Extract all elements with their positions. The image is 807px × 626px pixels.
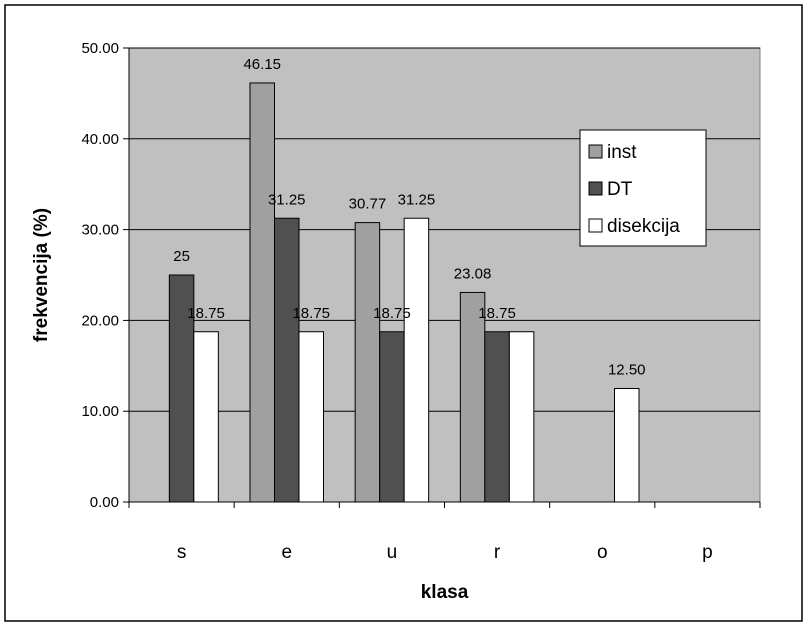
- bar-DT-e: [274, 217, 300, 503]
- bar-disekcija-u: [403, 217, 430, 503]
- bar-disekcija-o: [614, 388, 640, 503]
- legend-label-inst: inst: [607, 142, 637, 163]
- legend-swatch-DT: [588, 181, 603, 196]
- legend-label-disekcija: disekcija: [607, 216, 680, 237]
- legend-swatch-inst: [588, 144, 603, 159]
- legend-swatch-disekcija: [588, 218, 603, 233]
- x-axis-title: klasa: [421, 582, 469, 603]
- x-tick-label: s: [177, 542, 187, 563]
- data-label: 30.77: [349, 196, 387, 213]
- data-label: 31.25: [268, 191, 306, 208]
- data-labels: 46.15 30.77 23.08 25 31.25 18.75 18.75 18.75 18.…: [173, 56, 645, 379]
- y-tick-label: 20.00: [81, 312, 119, 329]
- legend: inst DT disekcija: [579, 129, 707, 247]
- y-tick-label: 50.00: [81, 40, 119, 57]
- plot-area: [128, 47, 761, 503]
- data-label: 25: [173, 248, 190, 265]
- gridlines: [129, 47, 760, 412]
- x-tick-label: p: [702, 542, 713, 563]
- y-tick-label: 40.00: [81, 131, 119, 148]
- data-label: 23.08: [454, 265, 492, 282]
- bar-inst-e: [249, 82, 275, 503]
- axes: [123, 47, 761, 508]
- data-label: 18.75: [292, 305, 330, 322]
- y-axis-title: frekvencija (%): [31, 208, 52, 342]
- bar-DT-r: [484, 331, 510, 503]
- data-label: 46.15: [243, 56, 281, 73]
- data-label: 18.75: [187, 305, 225, 322]
- data-label: 12.50: [608, 362, 646, 379]
- bar-DT-u: [379, 331, 405, 503]
- bar-group: [168, 82, 640, 503]
- bar-disekcija-r: [508, 331, 535, 503]
- x-tick-label: o: [597, 542, 608, 563]
- y-tick-label: 30.00: [81, 222, 119, 239]
- y-tick-label: 0.00: [90, 494, 119, 511]
- x-tick-label: u: [387, 542, 398, 563]
- bar-DT-s: [168, 274, 195, 503]
- y-tick-label: 10.00: [81, 403, 119, 420]
- data-label: 18.75: [373, 305, 411, 322]
- data-label: 18.75: [478, 305, 516, 322]
- bar-inst-r: [459, 291, 486, 503]
- y-tick-labels: 0.00 10.00 20.00 30.00 40.00 50.00: [81, 40, 119, 511]
- bar-disekcija-e: [298, 331, 324, 503]
- bar-disekcija-s: [193, 331, 219, 503]
- x-tick-label: r: [494, 542, 501, 563]
- data-label: 31.25: [398, 191, 436, 208]
- legend-label-DT: DT: [607, 179, 633, 200]
- x-tick-label: e: [281, 542, 292, 563]
- bar-inst-u: [354, 222, 381, 503]
